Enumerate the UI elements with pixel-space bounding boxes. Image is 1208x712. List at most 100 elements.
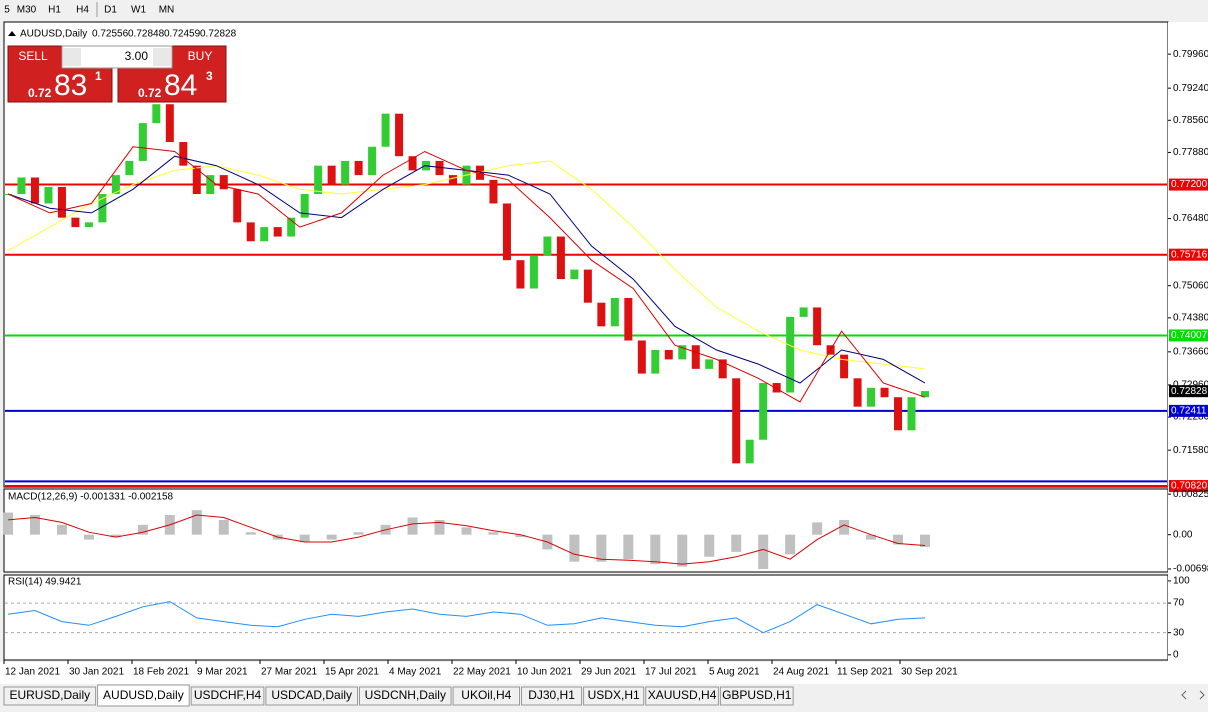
candle — [233, 189, 242, 223]
macd-bar — [83, 534, 94, 540]
candle — [543, 236, 552, 256]
macd-bar — [299, 534, 310, 543]
buy-label: BUY — [188, 49, 213, 63]
period-button[interactable]: MN — [159, 5, 175, 16]
volume-down[interactable] — [63, 48, 81, 66]
x-tick-label: 5 Aug 2021 — [709, 667, 760, 678]
candle — [502, 203, 511, 261]
tab[interactable] — [97, 684, 190, 707]
candle — [718, 359, 727, 379]
tab-label: EURUSD,Daily — [9, 688, 90, 702]
buy-big: 84 — [164, 69, 197, 102]
macd-label: MACD(12,26,9) -0.001331 -0.002158 — [8, 492, 174, 503]
period-button[interactable]: H1 — [48, 5, 61, 16]
x-tick-label: 18 Feb 2021 — [133, 667, 190, 678]
macd-bar — [326, 534, 337, 540]
sell-big: 83 — [54, 69, 87, 102]
candle — [732, 378, 741, 464]
level-label: 0.72411 — [1171, 406, 1207, 417]
volume-up[interactable] — [153, 48, 171, 66]
macd-bar — [623, 534, 634, 560]
candle — [17, 177, 26, 195]
y-tick-label: 0.74380 — [1173, 312, 1208, 323]
tab[interactable] — [645, 686, 719, 706]
candle — [867, 387, 876, 407]
candle — [651, 349, 660, 374]
candle — [610, 297, 619, 327]
tab[interactable] — [719, 686, 794, 706]
candle — [395, 113, 404, 157]
x-tick-label: 24 Aug 2021 — [773, 667, 830, 678]
period-button[interactable]: M30 — [17, 5, 37, 16]
tab[interactable] — [190, 686, 265, 706]
period-button[interactable]: 5 — [4, 5, 10, 16]
tab-label: UKOil,H4 — [461, 688, 511, 702]
candle — [853, 378, 862, 407]
tab[interactable] — [359, 686, 452, 706]
macd-bar — [407, 517, 418, 535]
volume-value: 3.00 — [125, 49, 149, 63]
tab[interactable] — [265, 686, 358, 706]
tab[interactable] — [452, 686, 521, 706]
time-axis — [0, 662, 1208, 684]
y-tick-label: 0.79240 — [1173, 83, 1208, 94]
period-button[interactable]: W1 — [131, 5, 146, 16]
macd-bar — [650, 534, 661, 565]
level-label: 0.74007 — [1171, 330, 1208, 341]
level-label: 0.70820 — [1171, 481, 1208, 492]
candle — [381, 113, 390, 147]
candle — [921, 391, 929, 398]
macd-bar — [56, 524, 67, 535]
buy-small: 3 — [206, 69, 213, 83]
volume-box[interactable] — [61, 45, 173, 69]
tab[interactable] — [583, 686, 645, 706]
candle — [408, 156, 417, 171]
tab-scroll[interactable] — [1181, 690, 1205, 700]
x-tick-label: 29 Jun 2021 — [581, 667, 636, 678]
candle — [449, 175, 458, 185]
level-label-bg — [1169, 404, 1208, 417]
tab[interactable] — [3, 686, 97, 706]
collapse-icon[interactable] — [8, 31, 16, 36]
y-tick-label: -0.00698 — [1173, 564, 1208, 575]
candle — [287, 217, 296, 237]
macd-bar — [461, 527, 472, 535]
tab-label: GBPUSD,H1 — [722, 688, 792, 702]
macd-bar — [488, 532, 499, 535]
y-tick-label: 0.73660 — [1173, 346, 1208, 357]
price-axis — [1168, 22, 1208, 662]
candle — [759, 383, 768, 440]
macd-bar — [839, 519, 850, 535]
x-tick-label: 27 Mar 2021 — [261, 667, 318, 678]
candle — [71, 217, 80, 228]
buy-prefix: 0.72 — [138, 86, 162, 100]
candle — [300, 194, 309, 218]
candle — [637, 340, 646, 374]
level-label-bg — [1169, 480, 1208, 493]
ohlc-value: 0.72828 — [200, 29, 237, 40]
candle — [745, 439, 754, 464]
period-button[interactable]: H4 — [76, 5, 89, 16]
tab-label: XAUUSD,H4 — [648, 688, 717, 702]
ohlc-value: 0.72459 — [164, 29, 201, 40]
x-tick-label: 11 Sep 2021 — [837, 667, 893, 678]
y-tick-label: 0.78560 — [1173, 115, 1208, 126]
y-tick-label: 0.77880 — [1173, 147, 1208, 158]
candle — [799, 307, 808, 317]
trade-panel: SELL BUY 3.00 0.72 83 1 0.72 84 3 — [7, 45, 227, 103]
level-label-bg — [1169, 248, 1208, 261]
macd-bar — [785, 534, 796, 555]
candle — [354, 160, 363, 176]
candle — [475, 165, 484, 180]
y-tick-label: 0.008253 — [1173, 489, 1208, 500]
macd-bar — [812, 522, 823, 535]
level-label-bg — [1169, 329, 1208, 342]
x-tick-label: 17 Jul 2021 — [645, 667, 697, 678]
tab-label: USDCHF,H4 — [194, 688, 262, 702]
macd-bar — [920, 534, 930, 547]
tab[interactable] — [521, 686, 583, 706]
candle — [192, 165, 201, 195]
period-button[interactable]: D1 — [104, 5, 117, 16]
x-tick-label: 30 Sep 2021 — [901, 667, 958, 678]
candle — [840, 354, 849, 379]
